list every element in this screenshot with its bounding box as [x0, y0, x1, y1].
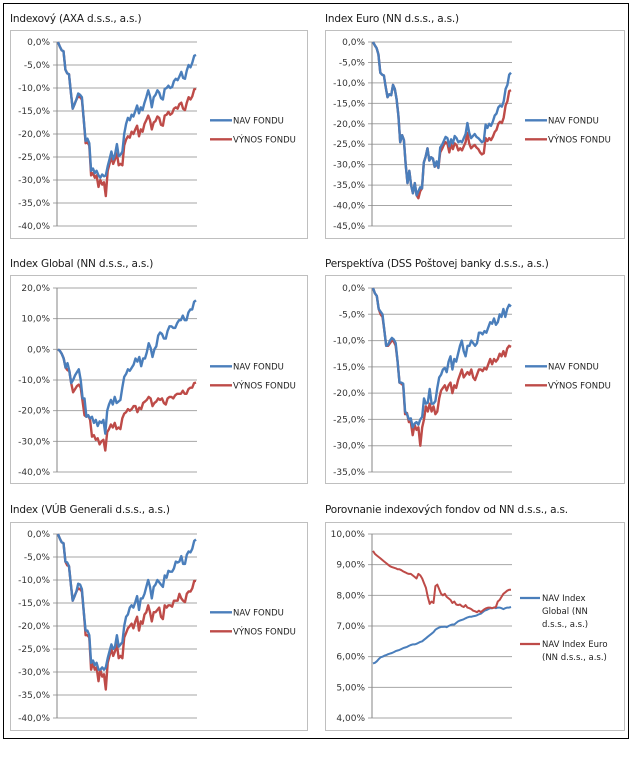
- y-tick-label: -25,0%: [333, 415, 365, 425]
- y-tick-label: -5,0%: [339, 310, 366, 320]
- legend-label: Global (NN: [542, 607, 588, 617]
- line-chart: 20,0% 10,0% 0,0% -10,0% -20,0% -30,0% -40,0% NA…: [18, 284, 296, 478]
- y-tick-label: 4,00%: [336, 714, 365, 724]
- y-tick-label: -30,0%: [18, 176, 50, 186]
- legend-label: VÝNOS FONDU: [548, 379, 611, 391]
- chart-panel-nn-comparison: Porovnanie indexových fondov od NN d.s.s…: [325, 502, 625, 732]
- y-tick-label: 8,00%: [336, 591, 365, 601]
- y-tick-label: -10,0%: [333, 337, 365, 347]
- line-chart: 0,0% -5,0% -10,0% -15,0% -20,0% -25,0% -30,0% -…: [333, 284, 611, 478]
- legend-label: NAV FONDU: [548, 116, 599, 126]
- y-tick-label: -35,0%: [18, 199, 50, 209]
- legend-label: VÝNOS FONDU: [548, 133, 611, 145]
- y-tick-label: -30,0%: [18, 437, 50, 447]
- y-tick-label: -35,0%: [333, 468, 365, 478]
- y-tick-label: -15,0%: [18, 107, 50, 117]
- y-tick-label: 0,0%: [342, 38, 365, 48]
- legend-label: VÝNOS FONDU: [233, 133, 296, 145]
- y-tick-label: 10,0%: [21, 315, 50, 325]
- y-tick-label: -35,0%: [333, 181, 365, 191]
- chart-title: Perspektíva (DSS Poštovej banky d.s.s., …: [325, 258, 549, 270]
- y-tick-label: -20,0%: [18, 130, 50, 140]
- chart-title: Indexový (AXA d.s.s., a.s.): [10, 13, 142, 25]
- y-tick-label: -25,0%: [18, 645, 50, 655]
- y-tick-label: -35,0%: [18, 691, 50, 701]
- legend-label: NAV FONDU: [548, 362, 599, 372]
- y-tick-label: 20,0%: [21, 284, 50, 294]
- y-tick-label: -30,0%: [18, 668, 50, 678]
- y-tick-label: 7,00%: [336, 622, 365, 632]
- y-tick-label: 0,0%: [342, 284, 365, 294]
- y-tick-label: 10,00%: [331, 530, 366, 540]
- legend-label: NAV Index Euro: [542, 640, 608, 650]
- y-tick-label: -20,0%: [18, 407, 50, 417]
- y-tick-label: -15,0%: [18, 599, 50, 609]
- chart-panel-nn-index-euro: Index Euro (NN d.s.s., a.s.) 0,0% -5,0% -1…: [325, 10, 625, 240]
- legend-label: NAV FONDU: [233, 608, 284, 618]
- chart-title: Index (VÚB Generali d.s.s., a.s.): [10, 504, 170, 516]
- series-line-blue: [56, 41, 197, 179]
- y-tick-label: -20,0%: [333, 389, 365, 399]
- y-tick-label: -45,0%: [333, 222, 365, 232]
- y-tick-label: -40,0%: [18, 222, 50, 232]
- series-line-red: [57, 348, 197, 452]
- legend-label: NAV Index: [542, 594, 586, 604]
- y-tick-label: 6,00%: [336, 653, 365, 663]
- y-tick-label: -25,0%: [18, 153, 50, 163]
- y-tick-label: -40,0%: [333, 202, 365, 212]
- line-chart: 0,0% -5,0% -10,0% -15,0% -20,0% -25,0% -30,0% -…: [333, 38, 611, 232]
- series-line-blue: [371, 41, 512, 197]
- chart-panel-perspektiva: Perspektíva (DSS Poštovej banky d.s.s., …: [325, 256, 625, 486]
- y-tick-label: -20,0%: [18, 622, 50, 632]
- y-tick-label: -15,0%: [333, 363, 365, 373]
- line-chart: 0,0% -5,0% -10,0% -15,0% -20,0% -25,0% -30,0% -…: [18, 38, 296, 232]
- y-tick-label: -30,0%: [333, 442, 365, 452]
- y-tick-label: -20,0%: [333, 120, 365, 130]
- series-line-blue: [56, 533, 197, 671]
- y-tick-label: -15,0%: [333, 99, 365, 109]
- legend-label: VÝNOS FONDU: [233, 625, 296, 637]
- line-chart: 0,0% -5,0% -10,0% -15,0% -20,0% -25,0% -30,0% -…: [18, 530, 296, 724]
- chart-title: Porovnanie indexových fondov od NN d.s.s…: [325, 504, 568, 516]
- series-line-blue: [372, 606, 512, 665]
- y-tick-label: -40,0%: [18, 714, 50, 724]
- series-line-blue: [57, 299, 197, 435]
- chart-title: Index Global (NN d.s.s., a.s.): [10, 258, 154, 270]
- y-tick-label: -5,0%: [339, 58, 366, 68]
- chart-title: Index Euro (NN d.s.s., a.s.): [325, 13, 459, 25]
- y-tick-label: -5,0%: [24, 61, 51, 71]
- line-chart: 10,00% 9,00% 8,00% 7,00% 6,00% 5,00% 4,00% NAV …: [331, 530, 608, 724]
- y-tick-label: -10,0%: [18, 576, 50, 586]
- chart-panel-nn-index-global: Index Global (NN d.s.s., a.s.) 20,0% 10,0…: [10, 256, 308, 486]
- y-tick-label: -10,0%: [18, 376, 50, 386]
- chart-panel-axa-indexovy: Indexový (AXA d.s.s., a.s.) 0,0% -5,0% -10…: [10, 10, 308, 240]
- legend-label: NAV FONDU: [233, 116, 284, 126]
- legend-label: VÝNOS FONDU: [233, 379, 296, 391]
- y-tick-label: -10,0%: [333, 79, 365, 89]
- y-tick-label: -5,0%: [24, 553, 51, 563]
- y-tick-label: 0,0%: [27, 38, 50, 48]
- series-line-red: [372, 550, 511, 614]
- y-tick-label: -40,0%: [18, 468, 50, 478]
- y-tick-label: 0,0%: [27, 530, 50, 540]
- y-tick-label: -10,0%: [18, 84, 50, 94]
- y-tick-label: 5,00%: [336, 683, 365, 693]
- series-line-blue: [371, 287, 512, 429]
- legend-label: d.s.s., a.s.): [542, 620, 588, 630]
- legend-label: NAV FONDU: [233, 362, 284, 372]
- y-tick-label: 0,0%: [27, 345, 50, 355]
- y-tick-label: -30,0%: [333, 161, 365, 171]
- legend-label: (NN d.s.s., a.s.): [542, 653, 607, 663]
- y-tick-label: -25,0%: [333, 140, 365, 150]
- chart-panel-vub-generali: Index (VÚB Generali d.s.s., a.s.) 0,0% -5…: [10, 502, 308, 732]
- series-line-red: [371, 41, 512, 200]
- y-tick-label: 9,00%: [336, 561, 365, 571]
